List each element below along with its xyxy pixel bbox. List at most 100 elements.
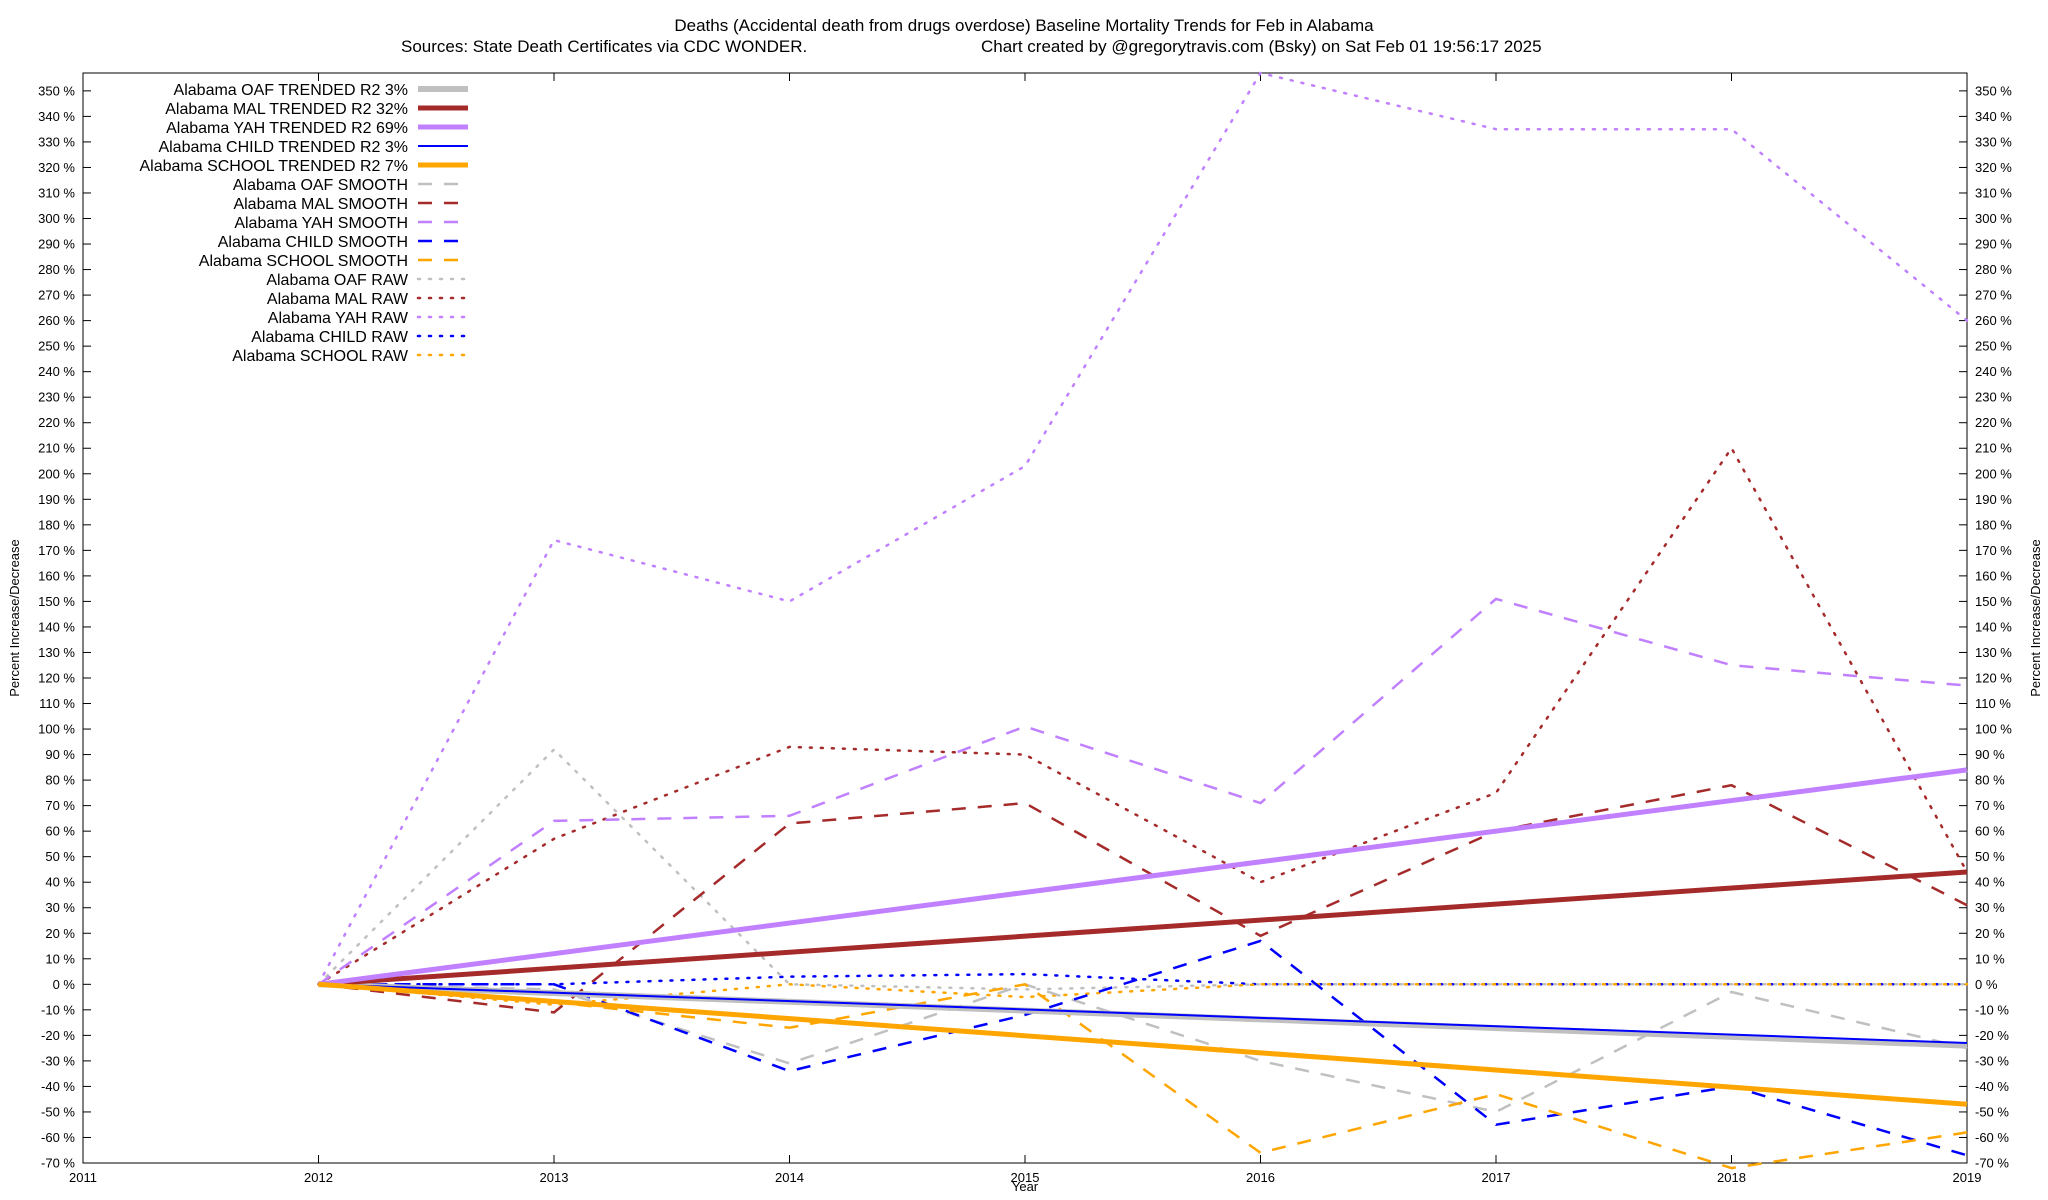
chart-subtitle-source: Sources: State Death Certificates via CD… — [401, 37, 807, 56]
y-tick-label-left: 60 % — [45, 824, 75, 839]
y-tick-label-left: -50 % — [41, 1104, 75, 1119]
x-tick-label: 2018 — [1717, 1170, 1746, 1185]
y-tick-label-right: 250 % — [1975, 339, 2012, 354]
series-line-5 — [318, 982, 1968, 1114]
y-tick-label-left: 50 % — [45, 849, 75, 864]
y-tick-label-right: 90 % — [1975, 747, 2005, 762]
series-line-8 — [318, 939, 1968, 1157]
y-tick-label-right: 80 % — [1975, 773, 2005, 788]
y-tick-label-right: 210 % — [1975, 441, 2012, 456]
y-tick-label-right: 260 % — [1975, 313, 2012, 328]
series-line-4 — [318, 981, 1968, 1107]
y-tick-label-left: 110 % — [39, 696, 75, 711]
y-tick-label-right: -50 % — [1975, 1104, 2009, 1119]
y-tick-label-right: -60 % — [1975, 1130, 2009, 1145]
y-tick-label-left: 210 % — [38, 441, 75, 456]
y-tick-label-left: 290 % — [38, 237, 75, 252]
y-tick-label-left: 140 % — [38, 619, 75, 634]
y-tick-label-left: -70 % — [41, 1156, 75, 1171]
y-tick-label-right: -40 % — [1975, 1079, 2009, 1094]
y-tick-label-left: 150 % — [38, 594, 75, 609]
y-tick-label-left: 30 % — [45, 900, 75, 915]
y-tick-label-right: 310 % — [1975, 185, 2012, 200]
y-tick-label-left: 230 % — [38, 390, 75, 405]
y-tick-label-right: 0 % — [1975, 977, 1998, 992]
y-tick-label-right: 120 % — [1975, 670, 2012, 685]
series-line-11 — [317, 445, 1969, 986]
y-tick-label-left: 220 % — [38, 415, 75, 430]
series-line-12 — [317, 71, 1969, 986]
legend-label-7: Alabama YAH SMOOTH — [234, 215, 408, 232]
y-tick-label-right: 140 % — [1975, 619, 2012, 634]
y-tick-label-right: 300 % — [1975, 211, 2012, 226]
series-line-13 — [317, 972, 1969, 986]
y-tick-label-right: 60 % — [1975, 824, 2005, 839]
y-tick-label-left: 130 % — [38, 645, 75, 660]
series-line-3 — [318, 983, 1968, 1044]
legend-label-1: Alabama MAL TRENDED R2 32% — [165, 101, 408, 118]
x-tick-label: 2017 — [1482, 1170, 1511, 1185]
y-tick-label-right: 40 % — [1975, 875, 2005, 890]
series-line-7 — [317, 597, 1968, 986]
y-tick-label-right: 170 % — [1975, 543, 2012, 558]
y-tick-label-right: 290 % — [1975, 237, 2012, 252]
y-tick-label-left: 80 % — [45, 773, 75, 788]
y-tick-label-left: 200 % — [38, 466, 75, 481]
y-tick-label-right: 50 % — [1975, 849, 2005, 864]
y-tick-label-left: 40 % — [45, 875, 75, 890]
y-tick-label-left: 10 % — [45, 951, 75, 966]
legend-label-14: Alabama SCHOOL RAW — [232, 348, 409, 365]
y-tick-label-left: 160 % — [38, 568, 75, 583]
y-tick-label-left: 340 % — [38, 109, 75, 124]
x-tick-label: 2015 — [1011, 1170, 1040, 1185]
chart-title: Deaths (Accidental death from drugs over… — [674, 16, 1374, 35]
x-tick-label: 2011 — [69, 1170, 97, 1185]
y-tick-label-right: 230 % — [1975, 390, 2012, 405]
y-tick-label-left: -40 % — [41, 1079, 75, 1094]
y-tick-label-right: -20 % — [1975, 1028, 2009, 1043]
y-tick-label-left: 100 % — [38, 722, 75, 737]
y-tick-label-right: 350 % — [1975, 83, 2012, 98]
series-line-9 — [318, 982, 1968, 1170]
series-line-10 — [317, 747, 1969, 991]
y-tick-label-left: 300 % — [38, 211, 75, 226]
y-tick-label-right: 220 % — [1975, 415, 2012, 430]
series-line-6 — [318, 783, 1968, 1014]
x-tick-label: 2019 — [1953, 1170, 1982, 1185]
y-tick-label-left: 70 % — [45, 798, 75, 813]
y-tick-label-left: -20 % — [41, 1028, 75, 1043]
y-tick-label-left: -60 % — [41, 1130, 75, 1145]
x-tick-label: 2013 — [540, 1170, 569, 1185]
y-tick-label-left: 90 % — [45, 747, 75, 762]
chart-subtitle-credit: Chart created by @gregorytravis.com (Bsk… — [981, 37, 1542, 56]
y-tick-label-right: 100 % — [1975, 722, 2012, 737]
series-lines — [317, 71, 1969, 1170]
y-axis-title-right: Percent Increase/Decrease — [2028, 539, 2043, 697]
y-tick-label-left: 240 % — [38, 364, 75, 379]
legend-label-11: Alabama MAL RAW — [267, 291, 409, 308]
y-tick-label-right: 190 % — [1975, 492, 2012, 507]
series-line-2 — [318, 767, 1968, 987]
legend-label-12: Alabama YAH RAW — [268, 310, 409, 327]
y-tick-label-right: 70 % — [1975, 798, 2005, 813]
y-tick-label-left: -10 % — [41, 1002, 75, 1017]
y-tick-label-left: 250 % — [38, 339, 75, 354]
y-tick-label-left: 270 % — [38, 288, 75, 303]
x-tick-label: 2016 — [1246, 1170, 1275, 1185]
y-tick-label-left: 310 % — [38, 185, 75, 200]
y-tick-label-right: 110 % — [1975, 696, 2011, 711]
y-tick-label-right: 130 % — [1975, 645, 2012, 660]
y-tick-label-left: 280 % — [38, 262, 75, 277]
y-tick-label-right: 280 % — [1975, 262, 2012, 277]
y-tick-label-right: 30 % — [1975, 900, 2005, 915]
axis-ticks: -70 % -70 % -60 % -60 % -50 % -50 % -40 % -40 %… — [38, 73, 2012, 1185]
legend-label-3: Alabama CHILD TRENDED R2 3% — [158, 139, 408, 156]
legend-label-9: Alabama SCHOOL SMOOTH — [199, 253, 408, 270]
y-tick-label-left: 330 % — [38, 134, 75, 149]
legend-label-8: Alabama CHILD SMOOTH — [218, 234, 408, 251]
legend-label-0: Alabama OAF TRENDED R2 3% — [174, 82, 408, 99]
y-axis-title-left: Percent Increase/Decrease — [7, 539, 22, 697]
y-tick-label-left: 260 % — [38, 313, 75, 328]
y-tick-label-left: -30 % — [41, 1053, 75, 1068]
